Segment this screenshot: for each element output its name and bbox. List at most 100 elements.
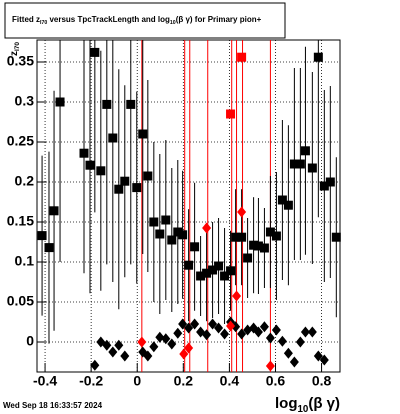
marker-diamond — [114, 339, 124, 351]
marker-diamond — [319, 354, 329, 366]
x-tick-label: 0 — [133, 373, 141, 389]
y-axis-label: zI70 — [9, 42, 22, 56]
x-tick-label: -0.4 — [33, 373, 57, 389]
marker-square — [90, 47, 100, 57]
marker-diamond — [300, 326, 310, 338]
marker-diamond — [90, 359, 100, 371]
marker-diamond — [179, 348, 189, 360]
marker-square — [37, 231, 47, 241]
marker-square — [102, 99, 112, 109]
marker-diamond — [277, 335, 287, 347]
marker-square — [277, 195, 287, 205]
marker-diamond — [143, 350, 153, 362]
marker-square — [259, 243, 269, 253]
x-tick-label: 0.4 — [220, 373, 240, 389]
y-tick-label: 0.1 — [15, 253, 35, 269]
y-tick-label: 0.3 — [15, 93, 35, 109]
marker-square — [132, 183, 142, 193]
marker-diamond — [313, 350, 323, 362]
marker-square — [149, 217, 159, 227]
marker-square — [313, 52, 323, 62]
subscript: I70 — [40, 20, 47, 26]
marker-diamond — [173, 327, 183, 339]
marker-square — [55, 97, 65, 107]
marker-diamond — [265, 332, 275, 344]
marker-square — [155, 229, 165, 239]
marker-diamond — [283, 347, 293, 359]
marker-diamond — [161, 333, 171, 345]
marker-square — [161, 215, 171, 225]
y-tick-label: 0.15 — [7, 213, 34, 229]
marker-square — [319, 181, 329, 191]
marker-square — [307, 163, 317, 173]
marker-square — [325, 177, 335, 187]
marker-square — [331, 232, 341, 242]
marker-square — [231, 232, 241, 242]
marker-diamond — [120, 350, 130, 362]
marker-square — [283, 200, 293, 210]
marker-square — [108, 133, 118, 143]
marker-square — [96, 166, 106, 176]
plot-frame — [36, 39, 341, 373]
marker-square — [85, 160, 95, 170]
marker-diamond — [184, 322, 194, 334]
marker-square — [167, 235, 177, 245]
marker-diamond — [178, 318, 188, 330]
marker-diamond — [232, 290, 242, 302]
date: Wed Sep 18 16:33:57 2024 — [3, 401, 103, 410]
label-part: z — [9, 51, 20, 56]
x-tick-label: -0.2 — [79, 373, 103, 389]
marker-diamond — [265, 360, 275, 372]
marker-diamond — [167, 338, 177, 350]
marker-diamond — [137, 336, 147, 348]
x-tick-label: 0.2 — [174, 373, 194, 389]
marker-diamond — [259, 321, 269, 333]
label-part: (β γ) — [308, 395, 340, 412]
marker-diamond — [237, 328, 247, 340]
marker-diamond — [190, 318, 200, 330]
marker-diamond — [149, 341, 159, 353]
y-tick-label: 0.35 — [7, 53, 34, 69]
marker-diamond — [307, 326, 317, 338]
marker-square — [226, 109, 236, 119]
marker-diamond — [208, 318, 218, 330]
marker-square — [202, 268, 212, 278]
x-tick-label: 0.6 — [266, 373, 286, 389]
marker-diamond — [202, 329, 212, 341]
marker-square — [295, 159, 305, 169]
marker-diamond — [271, 324, 281, 336]
x-tick-label: 0.8 — [312, 373, 332, 389]
marker-square — [271, 231, 281, 241]
marker-square — [289, 159, 299, 169]
marker-square — [214, 261, 224, 271]
chart-title: Fitted zI70 versus TpcTrackLength and lo… — [12, 15, 262, 26]
marker-square — [184, 260, 194, 270]
marker-square — [226, 266, 236, 276]
marker-diamond — [220, 328, 230, 340]
marker-square — [220, 271, 230, 281]
label-part: Fitted z — [12, 15, 40, 24]
label-part: versus TpcTrackLength and log — [47, 15, 170, 24]
marker-diamond — [155, 331, 165, 343]
title-box — [4, 2, 286, 39]
subscript: 10 — [170, 20, 176, 26]
marker-square — [237, 52, 247, 62]
marker-square — [126, 99, 136, 109]
marker-square — [114, 184, 124, 194]
marker-diamond — [249, 322, 259, 334]
y-tick-label: 0 — [26, 333, 34, 349]
marker-square — [44, 243, 54, 253]
label-part: (β γ) for Primary pion+ — [176, 15, 262, 24]
marker-diamond — [226, 320, 236, 332]
x-axis-label: log10(β γ) — [275, 395, 340, 414]
marker-diamond — [184, 342, 194, 354]
marker-square — [49, 206, 59, 216]
label-part: log — [275, 395, 298, 412]
marker-square — [79, 148, 89, 158]
marker-diamond — [214, 322, 224, 334]
marker-square — [237, 232, 247, 242]
y-tick-label: 0.05 — [7, 293, 34, 309]
marker-square — [300, 146, 310, 156]
